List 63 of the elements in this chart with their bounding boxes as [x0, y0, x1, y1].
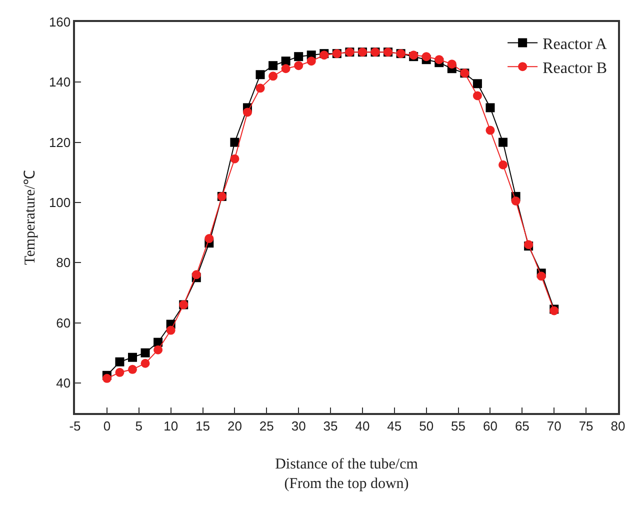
x-tick-label: 55	[451, 418, 466, 434]
point	[166, 326, 176, 335]
point	[268, 72, 278, 81]
x-tick-label: 75	[578, 418, 594, 434]
y-axis-title: Temperature/℃	[22, 170, 38, 265]
legend-label: Reactor B	[542, 60, 607, 77]
x-tick-label: 10	[164, 418, 178, 434]
x-tick-label: 45	[387, 418, 402, 434]
point	[306, 56, 316, 66]
x-tick-label: 35	[323, 418, 338, 434]
point	[472, 79, 482, 88]
x-tick-label: 25	[259, 418, 274, 434]
x-tick-label: 20	[227, 418, 242, 434]
point	[102, 374, 112, 383]
y-tick-label: 80	[56, 255, 71, 270]
point	[154, 345, 163, 354]
point	[294, 52, 304, 62]
point	[115, 368, 124, 377]
y-tick-label: 120	[48, 134, 71, 150]
point	[242, 108, 252, 117]
y-tick-label: 140	[48, 74, 71, 90]
x-tick-label: 40	[355, 418, 370, 434]
x-tick-label: -5	[69, 418, 81, 434]
x-tick-label: 65	[514, 418, 530, 434]
point	[115, 357, 124, 366]
point	[230, 138, 240, 147]
point	[422, 52, 431, 62]
point	[128, 352, 137, 362]
x-tick-label: 50	[419, 418, 434, 434]
x-axis-title: Distance of the tube/cm (From the top down)	[275, 456, 418, 492]
legend-label: Reactor A	[542, 36, 608, 54]
point	[128, 364, 137, 374]
point	[192, 270, 201, 280]
point	[294, 61, 304, 70]
x-tick-label: 80	[610, 418, 626, 434]
point	[472, 91, 482, 100]
point	[434, 55, 444, 64]
point	[140, 358, 150, 368]
x-tick-label: 60	[483, 418, 498, 434]
y-tick-label: 60	[56, 315, 71, 330]
x-tick-label: 15	[196, 418, 210, 434]
point	[204, 234, 214, 244]
point	[230, 154, 240, 164]
x-tick-label: 0	[103, 418, 111, 434]
point	[140, 348, 150, 358]
point	[536, 272, 546, 281]
point	[498, 160, 508, 170]
y-tick-label: 100	[48, 195, 71, 210]
x-tick-label: 70	[546, 418, 562, 434]
point	[256, 84, 265, 93]
x-tick-label: 5	[135, 418, 142, 434]
y-tick-label: 40	[56, 375, 71, 390]
point	[447, 60, 456, 69]
point	[256, 70, 265, 80]
point	[511, 196, 520, 206]
point	[486, 126, 495, 135]
x-tick-label: 30	[291, 418, 306, 434]
point	[486, 103, 495, 112]
point	[281, 56, 290, 66]
point	[498, 138, 508, 147]
point	[268, 61, 278, 70]
point	[281, 64, 290, 74]
y-tick-label: 160	[48, 14, 71, 30]
